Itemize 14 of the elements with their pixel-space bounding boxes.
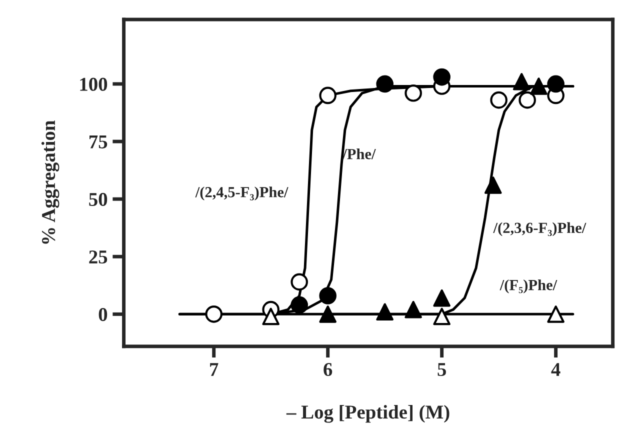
y-tick-label: 75 bbox=[89, 136, 108, 148]
y-tick-label: 25 bbox=[89, 250, 108, 264]
x-axis-title: – Log [Peptide] (M) bbox=[286, 405, 450, 423]
series-label: /(2,3,6-F₃)Phe/ bbox=[493, 222, 586, 236]
y-tick-label: 0 bbox=[98, 308, 108, 322]
y-axis-title: % Aggregation bbox=[41, 120, 60, 244]
y-tick-label: 100 bbox=[80, 78, 108, 91]
x-tick-label: 6 bbox=[324, 362, 332, 376]
y-tick-label: 50 bbox=[89, 192, 108, 206]
series-label: /(2,4,5-F₃)Phe/ bbox=[195, 186, 288, 200]
x-tick-label: 5 bbox=[438, 363, 446, 376]
x-tick-label: 7 bbox=[210, 363, 218, 376]
series-label: /(F₅)Phe/ bbox=[500, 279, 558, 294]
x-tick-label: 4 bbox=[551, 363, 560, 376]
